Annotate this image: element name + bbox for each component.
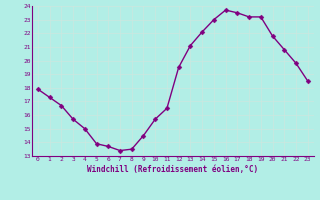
X-axis label: Windchill (Refroidissement éolien,°C): Windchill (Refroidissement éolien,°C) (87, 165, 258, 174)
